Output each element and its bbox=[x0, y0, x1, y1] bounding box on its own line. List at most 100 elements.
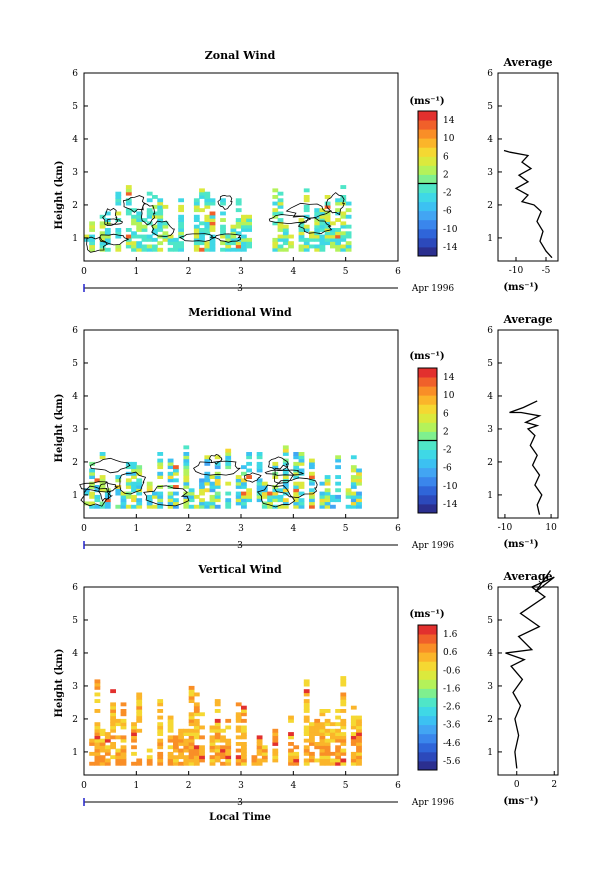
heatmap-cell bbox=[146, 748, 153, 753]
heatmap-cell bbox=[94, 485, 101, 489]
heatmap-cell bbox=[225, 501, 232, 506]
heatmap-cell bbox=[178, 221, 184, 226]
heatmap-cell bbox=[131, 461, 137, 466]
x-tick-label: 0 bbox=[81, 524, 87, 534]
colorbar-swatch bbox=[418, 129, 437, 139]
heatmap-cell bbox=[246, 218, 252, 222]
heatmap-cell bbox=[157, 758, 164, 763]
heatmap-cell bbox=[314, 742, 321, 746]
heatmap-cell bbox=[235, 208, 242, 213]
average-x-tick-label: -10 bbox=[498, 523, 513, 533]
heatmap-cell bbox=[220, 745, 226, 750]
heatmap-cell bbox=[120, 709, 127, 713]
heatmap-cell bbox=[256, 468, 263, 473]
heatmap-cell bbox=[319, 745, 326, 750]
heatmap-cell bbox=[356, 758, 362, 763]
heatmap-cell bbox=[303, 228, 310, 232]
heatmap-cell bbox=[350, 491, 357, 496]
heatmap-cell bbox=[157, 198, 164, 203]
heatmap-cell bbox=[319, 728, 326, 733]
heatmap-cell bbox=[309, 722, 315, 727]
heatmap-cell bbox=[340, 198, 347, 203]
heatmap-cell bbox=[324, 751, 331, 756]
heatmap-cell bbox=[282, 471, 289, 476]
heatmap-cell bbox=[335, 218, 341, 222]
heatmap-cell bbox=[120, 501, 127, 506]
heatmap-cell bbox=[298, 228, 305, 232]
heatmap-cell bbox=[309, 504, 315, 509]
heatmap-cell bbox=[220, 228, 226, 232]
average-y-tick-label: 6 bbox=[487, 326, 493, 336]
heatmap-cell bbox=[146, 488, 153, 493]
heatmap-cell bbox=[115, 191, 122, 196]
heatmap-cell bbox=[94, 692, 101, 697]
contour-line bbox=[119, 471, 147, 495]
heatmap-cell bbox=[220, 201, 226, 206]
heatmap-cell bbox=[188, 755, 195, 760]
contour-line bbox=[102, 207, 119, 226]
average-frame bbox=[497, 586, 559, 776]
heatmap-cell bbox=[188, 728, 195, 733]
heatmap-cell bbox=[193, 504, 200, 509]
heatmap-cell bbox=[340, 682, 347, 687]
heatmap-cell bbox=[131, 481, 137, 486]
heatmap-cell bbox=[188, 738, 195, 743]
heatmap-cell bbox=[246, 228, 252, 232]
heatmap-cell bbox=[204, 488, 211, 493]
average-y-tick-label: 5 bbox=[487, 102, 493, 112]
heatmap-cell bbox=[288, 755, 294, 760]
heatmap-cell bbox=[345, 247, 352, 252]
heatmap-cell bbox=[178, 228, 184, 232]
heatmap-cell bbox=[340, 695, 347, 700]
heatmap-cell bbox=[277, 244, 284, 249]
heatmap-cell bbox=[246, 468, 252, 473]
heatmap-cell bbox=[335, 745, 341, 750]
heatmap-cell bbox=[136, 218, 143, 222]
heatmap-cell bbox=[345, 491, 352, 496]
heatmap-cell bbox=[298, 231, 305, 236]
heatmap-cell bbox=[173, 491, 179, 496]
heatmap-cell bbox=[324, 241, 331, 246]
heatmap-cell bbox=[136, 221, 143, 226]
heatmap-cell bbox=[324, 491, 331, 496]
heatmap-cell bbox=[188, 692, 195, 697]
heatmap-cell bbox=[193, 208, 200, 213]
x-tick-label: 0 bbox=[81, 267, 87, 277]
heatmap-cell bbox=[214, 491, 221, 496]
heatmap-cell bbox=[104, 735, 111, 740]
heatmap-cell bbox=[309, 735, 315, 740]
contour-line bbox=[193, 460, 242, 476]
heatmap-cell bbox=[152, 195, 158, 199]
heatmap-cell bbox=[340, 742, 347, 746]
heatmap-cell bbox=[225, 244, 232, 249]
heatmap-cell bbox=[188, 722, 195, 727]
heatmap-cell bbox=[167, 461, 174, 466]
heatmap-cell bbox=[272, 221, 279, 226]
heatmap-cell bbox=[131, 471, 137, 476]
heatmap-cell bbox=[104, 491, 111, 496]
heatmap-cell bbox=[204, 478, 211, 483]
heatmap-cell bbox=[173, 247, 179, 252]
colorbar-tick-label: 10 bbox=[443, 134, 455, 144]
heatmap-cell bbox=[120, 755, 127, 760]
heatmap-cell bbox=[220, 231, 226, 236]
heatmap-cell bbox=[214, 722, 221, 727]
heatmap-cell bbox=[246, 224, 252, 229]
heatmap-cell bbox=[178, 735, 184, 740]
heatmap-cell bbox=[115, 234, 122, 239]
colorbar-tick-label: -6 bbox=[443, 207, 452, 217]
colorbar-tick-label: -1.6 bbox=[443, 684, 461, 694]
heatmap-cell bbox=[146, 234, 153, 239]
heatmap-cell bbox=[193, 234, 200, 239]
heatmap-cell bbox=[199, 488, 205, 493]
heatmap-cell bbox=[131, 465, 137, 470]
heatmap-cell bbox=[272, 195, 279, 199]
heatmap-cell bbox=[235, 244, 242, 249]
heatmap-cell bbox=[298, 481, 305, 486]
heatmap-cell bbox=[99, 761, 106, 766]
heatmap-cell bbox=[340, 718, 347, 723]
heatmap-cell bbox=[193, 748, 200, 753]
heatmap-cell bbox=[167, 241, 174, 246]
heatmap-cell bbox=[277, 504, 284, 509]
heatmap-cell bbox=[162, 221, 169, 226]
